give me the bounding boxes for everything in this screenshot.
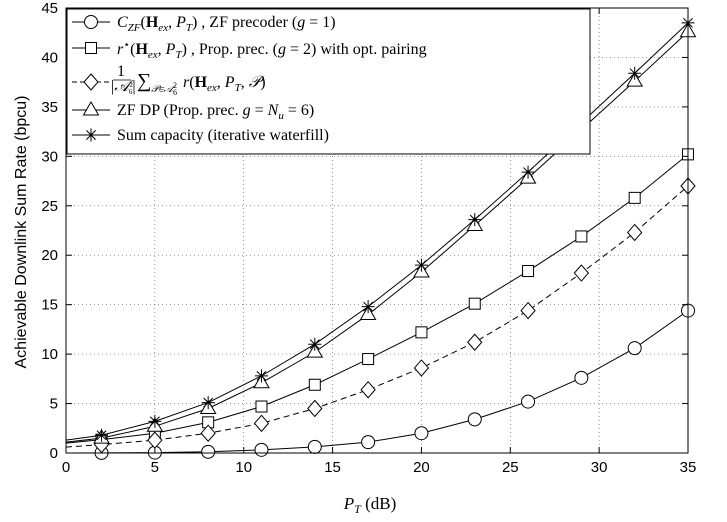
data-point-marker [308, 378, 321, 391]
x-tick-label: 20 [413, 459, 430, 476]
data-point-marker [628, 191, 641, 204]
y-tick-label: 40 [41, 49, 58, 66]
data-point-marker [521, 394, 536, 409]
data-point-marker [95, 428, 109, 442]
legend-entry-prop-precoder-opt-pairing: r⋆(Hex, PT) , Prop. prec. (g = 2) with o… [117, 39, 427, 61]
data-point-marker [468, 213, 482, 227]
x-tick-label: 0 [62, 459, 70, 476]
data-point-marker [413, 359, 430, 377]
x-tick-label: 25 [502, 459, 519, 476]
x-tick-label: 15 [324, 459, 341, 476]
y-tick-label: 10 [41, 346, 58, 363]
data-point-marker [361, 300, 375, 314]
series-circle [65, 303, 695, 460]
data-point-marker [307, 439, 322, 454]
data-point-marker [201, 444, 216, 459]
data-point-marker [414, 258, 428, 272]
data-point-marker [414, 426, 429, 441]
data-point-marker [468, 297, 481, 310]
y-tick-label: 0 [50, 445, 58, 462]
legend-entry-sum-capacity: Sum capacity (iterative waterfill) [117, 127, 329, 144]
legend-marker-sample [85, 42, 97, 54]
data-point-marker [360, 380, 376, 399]
data-point-marker [200, 424, 216, 442]
data-point-marker [627, 341, 642, 356]
svg-text:1: 1 [117, 63, 125, 80]
data-point-marker [467, 412, 482, 427]
data-point-marker [362, 353, 375, 366]
x-tick-label: 30 [591, 459, 608, 476]
data-point-marker [415, 326, 428, 339]
y-tick-label: 25 [41, 198, 58, 215]
data-point-marker [253, 414, 270, 433]
legend-marker-sample [82, 100, 100, 116]
data-point-marker [255, 400, 268, 413]
data-point-marker [575, 230, 588, 243]
data-point-marker [254, 369, 268, 383]
data-point-marker [201, 396, 215, 410]
legend-marker-sample [84, 15, 98, 29]
legend: CZF(Hex, PT) , ZF precoder (g = 1) r⋆(He… [66, 8, 591, 155]
y-axis-label: Achievable Downlink Sum Rate (bpcu) [13, 95, 30, 368]
data-point-marker [628, 66, 642, 80]
data-point-marker [148, 414, 162, 428]
x-tick-label: 35 [680, 459, 697, 476]
legend-samples [72, 15, 110, 142]
legend-entry-zf-dp: ZF DP (Prop. prec. g = Nu = 6) [117, 102, 314, 122]
legend-box [66, 8, 591, 155]
data-point-marker [573, 264, 590, 282]
data-point-marker [361, 435, 376, 450]
plot-frame [65, 7, 689, 454]
legend-marker-sample [84, 128, 98, 142]
data-point-marker [627, 223, 643, 242]
y-tick-label: 5 [50, 396, 58, 413]
data-point-marker [522, 265, 535, 278]
y-tick-label: 35 [41, 99, 58, 116]
x-axis-label: PT (dB) [343, 494, 397, 516]
legend-marker-sample [83, 73, 99, 91]
data-point-marker [307, 399, 323, 418]
series-diamond [65, 177, 696, 454]
x-tick-label: 5 [151, 459, 159, 476]
y-tick-label: 15 [41, 297, 58, 314]
data-point-marker [574, 370, 589, 385]
data-point-marker [467, 333, 483, 352]
data-point-marker [254, 442, 269, 457]
data-point-marker [520, 301, 536, 320]
data-point-marker [308, 337, 322, 351]
ticks: 0 5 10 15 20 25 30 35 0 5 10 15 20 25 30 35 40 45 [41, 0, 696, 476]
y-tick-label: 20 [41, 247, 58, 264]
y-tick-label: 30 [41, 148, 58, 165]
svg-text:|𝒜26|: |𝒜2 6| [111, 78, 136, 96]
legend-entry-zf-precoder: CZF(Hex, PT) , ZF precoder (g = 1) [117, 14, 336, 34]
legend-entry-average-pairing: 1 |𝒜2 6| ∑𝒫∈𝒜2 6r(Hex, PT, 𝒫) [111, 63, 266, 97]
data-point-marker [521, 165, 535, 179]
x-tick-label: 10 [235, 459, 252, 476]
y-tick-label: 45 [41, 0, 58, 17]
